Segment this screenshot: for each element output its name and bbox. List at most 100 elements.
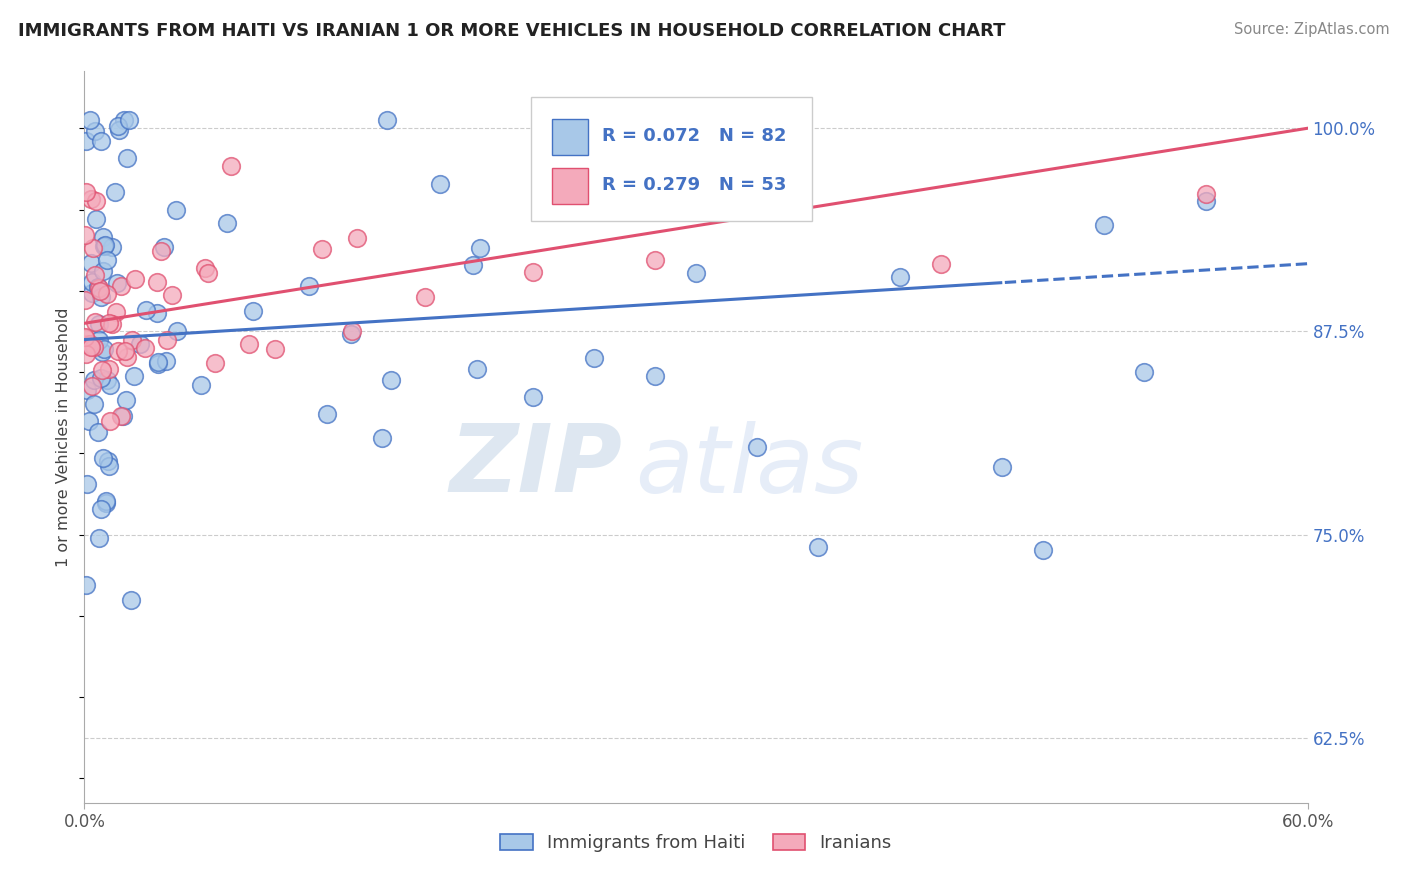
Point [105, 277, 128, 291]
FancyBboxPatch shape [551, 168, 588, 204]
Point [75, 336, 97, 351]
Point [83, 340, 105, 354]
Point [375, 113, 398, 128]
Point [96, 252, 118, 267]
Point [75, 331, 97, 345]
Point [461, 259, 484, 273]
Point [583, 351, 606, 365]
Point [80, 286, 103, 301]
Point [112, 113, 135, 128]
Point [929, 257, 952, 271]
Point [83, 124, 105, 138]
Point [75, 134, 97, 148]
Point [115, 151, 138, 165]
Point [75, 293, 97, 307]
Point [149, 244, 172, 259]
Text: ZIP: ZIP [450, 420, 623, 512]
Point [87, 425, 110, 439]
Point [87, 317, 110, 331]
Point [219, 160, 242, 174]
Point [124, 271, 146, 285]
Point [80, 192, 103, 206]
Point [100, 414, 122, 428]
Point [90, 502, 112, 516]
Point [108, 123, 131, 137]
Point [1133, 365, 1156, 379]
Point [94, 237, 117, 252]
Text: IMMIGRANTS FROM HAITI VS IRANIAN 1 OR MORE VEHICLES IN HOUSEHOLD CORRELATION CHA: IMMIGRANTS FROM HAITI VS IRANIAN 1 OR MO… [18, 22, 1005, 40]
Point [121, 333, 143, 347]
Point [644, 369, 666, 384]
Point [86, 280, 108, 294]
Point [1195, 187, 1218, 202]
Point [91, 264, 114, 278]
Legend: Immigrants from Haiti, Iranians: Immigrants from Haiti, Iranians [494, 827, 898, 860]
Point [429, 178, 451, 192]
Point [80, 256, 103, 270]
Point [190, 378, 212, 392]
Point [311, 242, 333, 256]
Text: atlas: atlas [636, 421, 863, 512]
Point [90, 290, 112, 304]
Point [146, 306, 169, 320]
Point [298, 279, 321, 293]
Point [107, 344, 129, 359]
Point [1092, 218, 1115, 232]
Text: R = 0.072   N = 82: R = 0.072 N = 82 [602, 127, 786, 145]
Point [94, 496, 117, 510]
Point [263, 342, 285, 356]
Point [87, 531, 110, 545]
Point [340, 326, 363, 341]
Point [1195, 194, 1218, 209]
Point [114, 393, 136, 408]
Point [79, 337, 101, 351]
Point [76, 384, 98, 398]
Point [97, 316, 120, 330]
Point [83, 373, 105, 387]
Point [107, 119, 129, 133]
Y-axis label: 1 or more Vehicles in Household: 1 or more Vehicles in Household [56, 308, 72, 566]
Point [380, 373, 402, 387]
Point [129, 336, 152, 351]
Point [135, 303, 157, 318]
Point [91, 450, 114, 465]
Point [522, 265, 544, 279]
Point [122, 368, 145, 383]
Point [87, 334, 110, 348]
Point [80, 379, 103, 393]
Point [115, 350, 138, 364]
Point [80, 340, 103, 354]
Point [91, 345, 114, 359]
Point [98, 362, 121, 376]
FancyBboxPatch shape [551, 119, 588, 155]
Point [165, 203, 187, 218]
Point [96, 286, 118, 301]
Point [110, 278, 132, 293]
Point [104, 185, 127, 199]
Point [153, 239, 176, 253]
Point [747, 440, 769, 454]
Point [82, 275, 104, 289]
Point [90, 363, 112, 377]
Point [242, 304, 264, 318]
Point [162, 288, 184, 302]
Point [644, 253, 666, 268]
Point [84, 194, 107, 209]
Point [97, 454, 120, 468]
Point [112, 409, 135, 423]
Point [197, 266, 219, 280]
Point [1032, 542, 1054, 557]
Point [98, 378, 121, 392]
Point [75, 329, 97, 343]
Point [97, 458, 120, 473]
Point [83, 397, 105, 411]
Point [84, 211, 107, 226]
Point [134, 341, 156, 355]
Point [522, 390, 544, 404]
Point [114, 343, 136, 358]
Point [90, 371, 112, 385]
Point [101, 240, 124, 254]
Point [83, 315, 105, 329]
Point [89, 285, 111, 299]
Point [82, 241, 104, 255]
